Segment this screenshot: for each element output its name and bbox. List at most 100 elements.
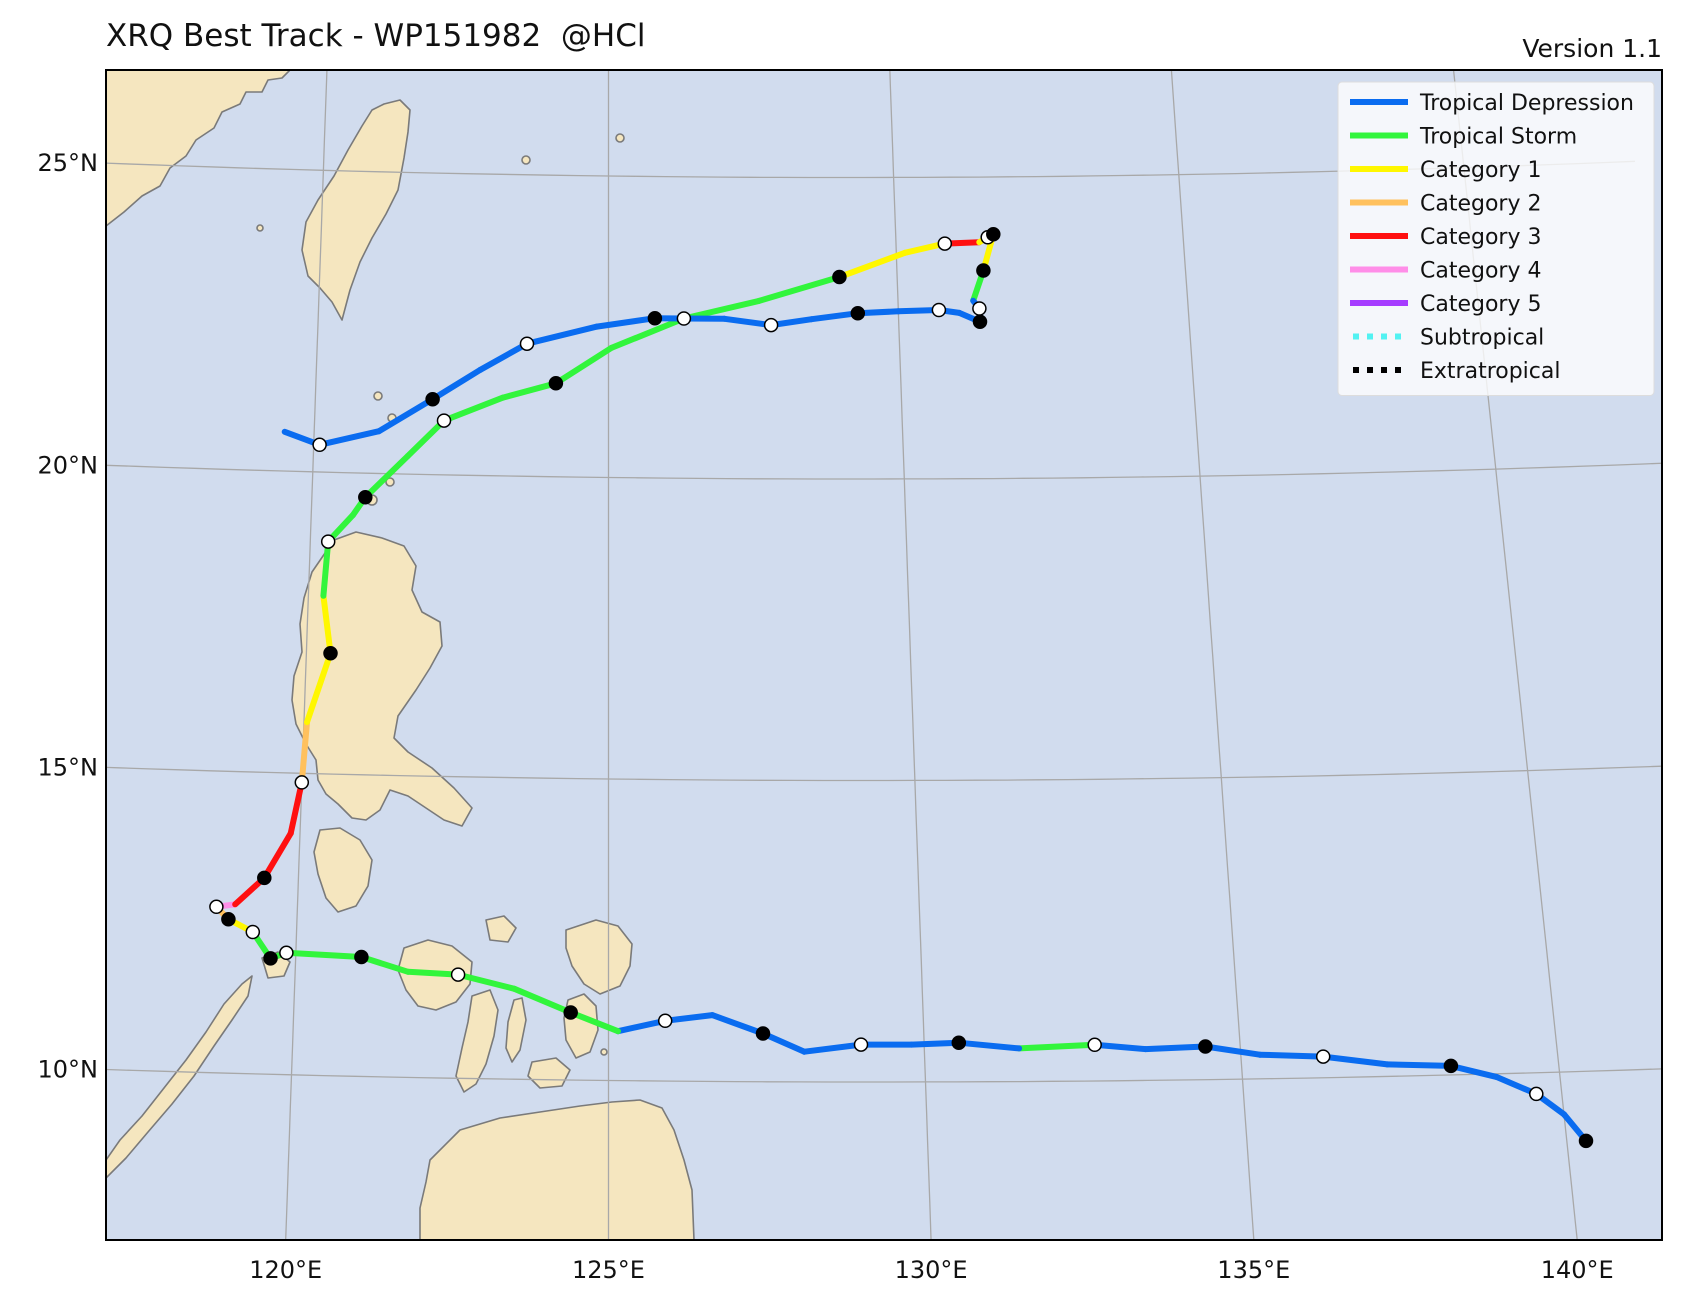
track-segment — [1016, 1041, 1098, 1052]
legend-label: Category 5 — [1420, 292, 1541, 317]
meridian-line — [1170, 70, 1255, 1240]
track-segment — [1202, 1043, 1263, 1058]
land-islet — [521, 155, 531, 165]
track-segment — [455, 971, 518, 992]
track-segment — [608, 315, 687, 351]
track-segment — [298, 719, 310, 786]
track-marker-open — [519, 336, 535, 351]
track-segment — [511, 985, 574, 1016]
track-marker-filled — [354, 949, 369, 965]
track-marker-filled — [221, 911, 236, 927]
land-islet — [385, 477, 395, 487]
track-marker-filled — [548, 376, 564, 391]
land-masbate — [485, 915, 517, 943]
track-marker-filled — [1198, 1039, 1213, 1054]
parallel-line — [106, 462, 1662, 480]
track-marker-filled — [976, 263, 991, 278]
land-islet — [615, 133, 625, 143]
track-marker-filled — [755, 1026, 771, 1041]
track-segment — [709, 1012, 766, 1037]
track-marker-open — [320, 534, 336, 549]
track-segment — [721, 315, 775, 329]
track-marker-open — [312, 437, 327, 453]
track-segment — [283, 949, 365, 960]
track-marker-open — [657, 1013, 673, 1029]
track-marker-open — [972, 301, 987, 316]
track-segment — [261, 830, 294, 881]
track-segment — [756, 274, 843, 304]
track-marker-filled — [425, 391, 440, 407]
lat-tick-label: 15°N — [38, 753, 99, 781]
track-marker-filled — [647, 310, 663, 326]
track-marker-filled — [832, 269, 847, 285]
track-marker-filled — [1443, 1058, 1459, 1074]
track-marker-filled — [563, 1005, 578, 1020]
track-segment — [808, 310, 861, 323]
legend-label: Category 1 — [1420, 158, 1541, 183]
parallel-line — [106, 765, 1662, 782]
track-marker-open — [1529, 1086, 1544, 1102]
lon-tick-label: 130°E — [895, 1256, 968, 1284]
land-luzon — [291, 531, 473, 827]
track-segment — [524, 323, 600, 347]
legend-label: Extratropical — [1420, 359, 1561, 384]
track-segment — [1256, 1051, 1327, 1060]
lon-tick-label: 125°E — [572, 1256, 645, 1284]
land-cebu — [505, 997, 527, 1063]
track-marker-open — [294, 775, 310, 790]
track-marker-filled — [986, 227, 1001, 242]
track-segment — [955, 1039, 1023, 1052]
track-marker-filled — [257, 870, 272, 886]
track-segment — [376, 396, 436, 435]
track-segment — [1384, 1061, 1454, 1069]
land-palawan — [106, 975, 253, 1179]
meridian-line — [285, 70, 328, 1240]
track-segment — [405, 968, 462, 978]
track-segment — [316, 428, 382, 448]
legend-label: Subtropical — [1420, 326, 1544, 351]
map-title: XRQ Best Track - WP151982 @HCl — [106, 18, 646, 54]
track-marker-filled — [323, 646, 338, 661]
track-segment — [1320, 1053, 1391, 1068]
land-china-coast — [106, 70, 291, 227]
legend-label: Tropical Depression — [1419, 91, 1634, 116]
land-islet — [600, 1048, 608, 1056]
track-segment — [615, 1017, 669, 1035]
track-segment — [477, 340, 530, 373]
lat-tick-label: 25°N — [38, 149, 99, 177]
land-mindoro — [313, 827, 373, 913]
track-marker-open — [1087, 1037, 1102, 1053]
track-marker-open — [676, 311, 692, 326]
track-segment — [1091, 1041, 1149, 1053]
legend-label: Category 3 — [1420, 225, 1541, 250]
track-marker-filled — [972, 314, 988, 330]
axis-ticks: 120°E 125°E 130°E 135°E 140°E 10°N 15°N 20°N 25°… — [38, 149, 1614, 1284]
land-negros — [455, 989, 499, 1093]
track-marker-open — [937, 236, 953, 251]
track-marker-open — [931, 302, 947, 318]
track-marker-open — [245, 924, 261, 940]
land-islet — [373, 391, 383, 401]
lon-tick-label: 140°E — [1541, 1256, 1614, 1284]
track-segment — [1142, 1043, 1209, 1053]
track-marker-filled — [263, 951, 278, 966]
track-marker-filled — [951, 1035, 967, 1050]
legend-label: Category 4 — [1420, 259, 1541, 284]
track-segment — [500, 380, 559, 401]
track-marker-filled — [358, 490, 373, 505]
lat-tick-label: 10°N — [38, 1056, 99, 1084]
track-segment — [836, 249, 908, 280]
legend-label: Tropical Storm — [1419, 125, 1577, 150]
track-segment — [441, 394, 506, 424]
land-masses — [106, 70, 695, 1240]
land-samar — [565, 919, 633, 995]
legend-label: Category 2 — [1420, 192, 1541, 217]
track-segment — [404, 417, 447, 459]
track-marker-open — [436, 413, 452, 428]
track-marker-open — [450, 967, 466, 982]
version-label: Version 1.1 — [1522, 34, 1662, 63]
track-segment — [662, 1012, 716, 1024]
track-segment — [287, 779, 305, 837]
track-segment — [908, 1039, 962, 1048]
track-marker-open — [763, 317, 779, 333]
